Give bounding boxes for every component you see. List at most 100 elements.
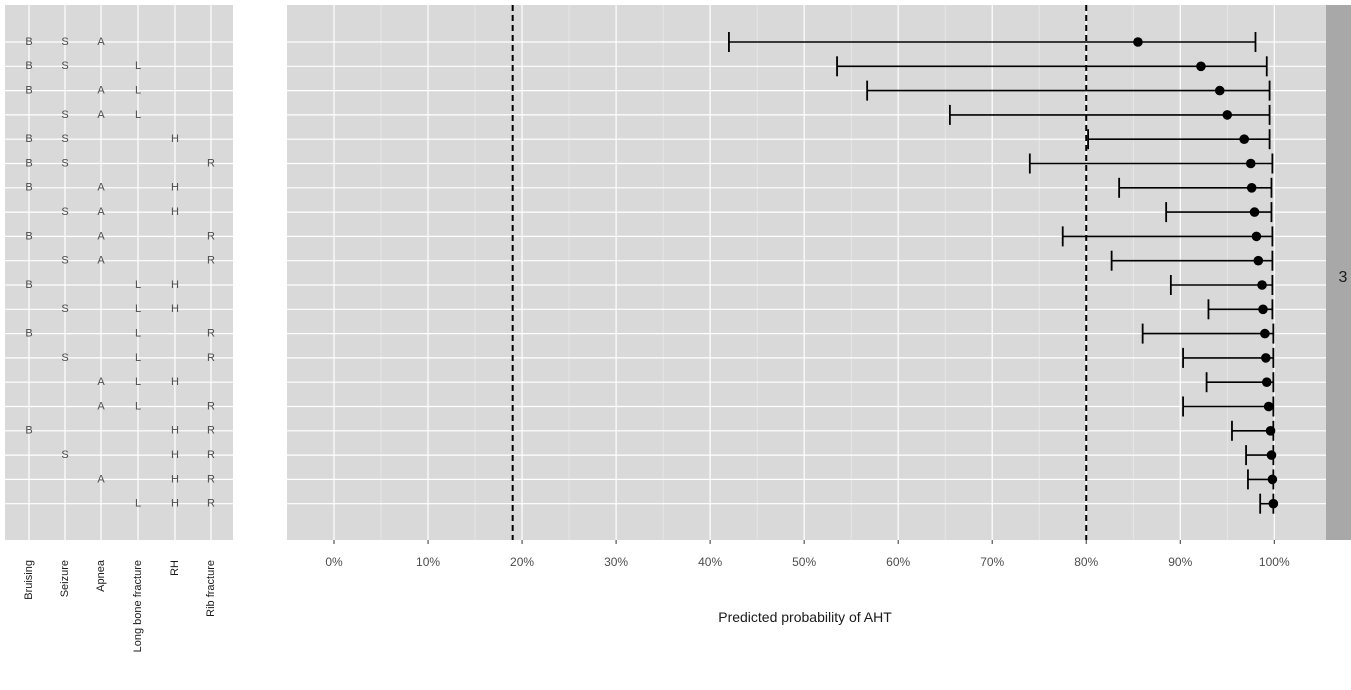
- feature-marker: H: [171, 376, 179, 388]
- data-row: [1169, 275, 1274, 295]
- feature-marker: R: [207, 255, 215, 267]
- feature-marker: L: [135, 400, 141, 412]
- plot-panel: [287, 5, 1326, 540]
- facet-strip-background: [1326, 5, 1351, 540]
- estimate-point: [1261, 353, 1271, 363]
- feature-marker: H: [171, 303, 179, 315]
- feature-marker: S: [61, 109, 68, 121]
- feature-marker: S: [61, 36, 68, 48]
- estimate-point: [1245, 158, 1256, 169]
- feature-marker: H: [171, 133, 179, 145]
- feature-marker: R: [207, 449, 215, 461]
- feature-marker: R: [207, 400, 215, 412]
- estimate-point: [1222, 110, 1233, 120]
- feature-marker: R: [207, 157, 215, 169]
- estimate-point: [1267, 474, 1278, 485]
- feature-marker: B: [25, 230, 32, 242]
- x-tick-label: 20%: [510, 555, 534, 569]
- estimate-point: [1266, 450, 1277, 460]
- feature-marker: S: [61, 157, 68, 169]
- data-row: [728, 32, 1257, 52]
- feature-marker: A: [97, 255, 105, 267]
- feature-marker: B: [25, 328, 32, 340]
- feature-marker: B: [25, 425, 32, 437]
- feature-marker: A: [97, 109, 105, 121]
- data-row: [1087, 129, 1271, 150]
- feature-marker: H: [171, 498, 179, 510]
- data-row: [948, 104, 1271, 125]
- feature-column-label: Rib fracture: [205, 560, 217, 617]
- feature-marker: B: [25, 182, 32, 194]
- feature-column-label: Apnea: [95, 559, 107, 592]
- x-tick-label: 80%: [1074, 555, 1098, 569]
- feature-marker: B: [25, 279, 32, 291]
- feature-marker: L: [135, 328, 141, 340]
- x-tick-label: 70%: [980, 555, 1004, 569]
- plot-background: [287, 5, 1326, 540]
- estimate-point: [1214, 85, 1225, 96]
- feature-marker: A: [97, 400, 105, 412]
- data-row: [1110, 250, 1274, 271]
- data-row: [1247, 469, 1278, 490]
- feature-marker: B: [25, 36, 32, 48]
- data-row: [1259, 493, 1279, 514]
- feature-marker: L: [135, 279, 141, 291]
- feature-marker: B: [25, 85, 32, 97]
- data-row: [1028, 153, 1274, 174]
- feature-marker: R: [207, 425, 215, 437]
- data-row: [1245, 445, 1277, 466]
- x-tick-label: 30%: [604, 555, 628, 569]
- estimate-point: [1265, 426, 1276, 436]
- feature-marker: L: [135, 352, 141, 364]
- feature-marker: H: [171, 425, 179, 437]
- estimate-point: [1268, 498, 1279, 509]
- estimate-point: [1251, 231, 1262, 242]
- estimate-point: [1261, 377, 1272, 388]
- estimate-point: [1133, 37, 1143, 47]
- feature-marker: B: [25, 133, 32, 145]
- facet-strip: 3: [1326, 5, 1351, 540]
- feature-column-names: Bruising Seizure Apnea Long bone fracture RH…: [23, 559, 217, 652]
- feature-marker: S: [61, 206, 68, 218]
- x-axis-ticks: 0% 10% 20% 30% 40% 50% 60% 70% 80% 90% 100%: [325, 540, 1290, 569]
- feature-marker: L: [135, 498, 141, 510]
- feature-column-label: RH: [169, 560, 181, 576]
- feature-marker: S: [61, 449, 68, 461]
- feature-column-label: Long bone fracture: [132, 560, 144, 652]
- data-row: [1182, 347, 1275, 368]
- feature-marker: H: [171, 473, 179, 485]
- estimate-point: [1253, 255, 1264, 266]
- estimate-point: [1263, 401, 1274, 412]
- estimate-point: [1196, 61, 1206, 72]
- data-row: [1165, 202, 1273, 223]
- data-row: [1231, 420, 1276, 441]
- feature-column-label: Bruising: [23, 560, 35, 600]
- feature-marker: L: [135, 109, 141, 121]
- feature-marker: L: [135, 303, 141, 315]
- feature-marker: A: [97, 182, 105, 194]
- feature-marker: A: [97, 473, 105, 485]
- estimate-point: [1257, 280, 1267, 290]
- data-row: [1207, 299, 1274, 320]
- feature-marker: S: [61, 255, 68, 267]
- x-tick-label: 0%: [325, 555, 343, 569]
- feature-marker: L: [135, 85, 141, 97]
- feature-marker: H: [171, 279, 179, 291]
- estimate-point: [1239, 134, 1249, 144]
- x-tick-label: 100%: [1259, 555, 1290, 569]
- estimate-point: [1260, 328, 1270, 339]
- x-tick-label: 10%: [416, 555, 440, 569]
- data-row: [1061, 226, 1274, 247]
- feature-marker: S: [61, 60, 68, 72]
- feature-marker: B: [25, 157, 32, 169]
- feature-marker: B: [25, 60, 32, 72]
- feature-marker: H: [171, 182, 179, 194]
- estimate-point: [1246, 183, 1257, 193]
- feature-marker: R: [207, 328, 215, 340]
- facet-strip-label: 3: [1339, 269, 1348, 286]
- feature-marker: H: [171, 206, 179, 218]
- feature-marker: R: [207, 352, 215, 364]
- estimate-point: [1258, 304, 1268, 315]
- feature-marker: R: [207, 473, 215, 485]
